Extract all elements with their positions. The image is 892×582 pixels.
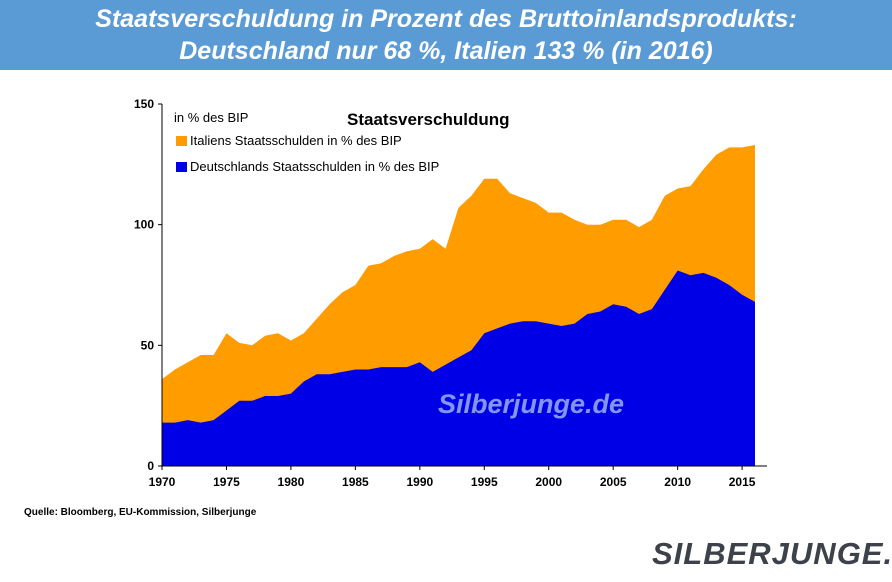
x-tick-label: 1995: [471, 475, 498, 489]
title-banner: Staatsverschuldung in Prozent des Brutto…: [0, 0, 892, 70]
silberjunge-logo: SILBERJUNGE.: [652, 536, 892, 572]
x-tick-label: 1980: [278, 475, 305, 489]
y-tick-label: 50: [141, 338, 155, 352]
page-title-line-1: Staatsverschuldung in Prozent des Brutto…: [0, 0, 892, 35]
watermark-text: Silberjunge.de: [438, 389, 624, 419]
y-tick-label: 150: [134, 97, 154, 111]
y-tick-label: 100: [134, 218, 154, 232]
x-tick-label: 1970: [149, 475, 176, 489]
x-tick-label: 1985: [342, 475, 369, 489]
y-tick-label: 0: [147, 459, 154, 473]
x-tick-label: 2000: [535, 475, 562, 489]
legend-label-0: Italiens Staatsschulden in % des BIP: [190, 133, 402, 148]
y-axis-unit-label: in % des BIP: [174, 110, 248, 125]
chart-title: Staatsverschuldung: [347, 110, 510, 129]
legend-swatch-1: [176, 162, 187, 172]
debt-area-chart: 0 50 100 150 1970 1975 1980 1985 1990 1995 2000 200…: [0, 80, 892, 500]
legend-swatch-0: [176, 136, 187, 146]
x-tick-label: 2005: [600, 475, 627, 489]
legend-label-1: Deutschlands Staatsschulden in % des BIP: [190, 159, 439, 174]
x-tick-label: 1975: [213, 475, 240, 489]
x-tick-label: 2010: [664, 475, 691, 489]
source-note: Quelle: Bloomberg, EU-Kommission, Silber…: [24, 507, 256, 518]
page-title-line-2: Deutschland nur 68 %, Italien 133 % (in …: [0, 35, 892, 67]
x-tick-label: 1990: [406, 475, 433, 489]
x-tick-label: 2015: [729, 475, 756, 489]
